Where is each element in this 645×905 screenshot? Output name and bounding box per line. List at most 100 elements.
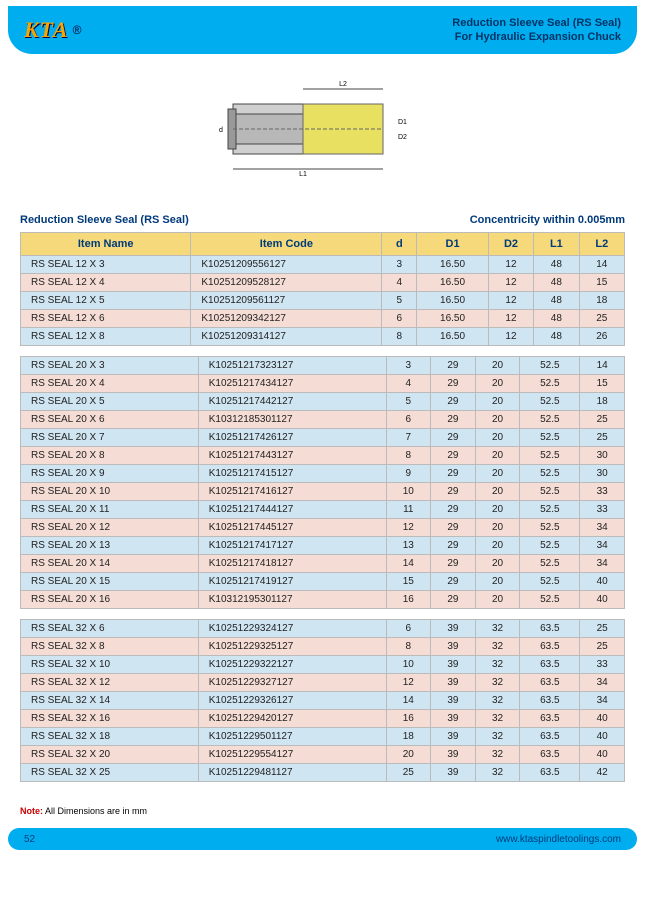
cell-D2: 12 [488, 310, 533, 328]
cell-name: RS SEAL 12 X 8 [21, 328, 191, 346]
table-row: RS SEAL 20 X 13K1025121741712713292052.5… [21, 537, 625, 555]
cell-code: K10251217323127 [198, 357, 386, 375]
cell-D2: 20 [475, 393, 520, 411]
cell-D2: 20 [475, 519, 520, 537]
cell-code: K10251229481127 [198, 764, 386, 782]
cell-L2: 25 [580, 429, 625, 447]
cell-d: 20 [386, 746, 431, 764]
cell-code: K10251217426127 [198, 429, 386, 447]
cell-D1: 16.50 [417, 310, 489, 328]
table-row: RS SEAL 32 X 14K1025122932612714393263.5… [21, 692, 625, 710]
cell-code: K10251217434127 [198, 375, 386, 393]
cell-d: 18 [386, 728, 431, 746]
cell-name: RS SEAL 20 X 9 [21, 465, 199, 483]
cell-D1: 29 [431, 519, 476, 537]
dim-d1: D1 [398, 119, 407, 126]
cell-L2: 40 [580, 746, 625, 764]
cell-L2: 40 [580, 573, 625, 591]
cell-L2: 40 [580, 728, 625, 746]
cell-L1: 52.5 [520, 465, 580, 483]
table-row: RS SEAL 32 X 25K1025122948112725393263.5… [21, 764, 625, 782]
header-title-line1: Reduction Sleeve Seal (RS Seal) [452, 16, 621, 30]
cell-L2: 33 [580, 501, 625, 519]
cell-L2: 33 [580, 656, 625, 674]
cell-D2: 12 [488, 328, 533, 346]
cell-L1: 52.5 [520, 501, 580, 519]
col-header: L1 [534, 233, 579, 256]
cell-name: RS SEAL 20 X 8 [21, 447, 199, 465]
cell-D1: 29 [431, 465, 476, 483]
cell-D1: 29 [431, 537, 476, 555]
cell-d: 4 [386, 375, 431, 393]
cell-D2: 20 [475, 429, 520, 447]
cell-D1: 16.50 [417, 256, 489, 274]
cell-L1: 52.5 [520, 393, 580, 411]
cell-name: RS SEAL 32 X 18 [21, 728, 199, 746]
concentricity-note: Concentricity within 0.005mm [470, 214, 625, 226]
cell-code: K10251217416127 [198, 483, 386, 501]
cell-L1: 52.5 [520, 411, 580, 429]
cell-D2: 20 [475, 483, 520, 501]
cell-d: 6 [382, 310, 417, 328]
table-row: RS SEAL 20 X 10K1025121741612710292052.5… [21, 483, 625, 501]
cell-D2: 32 [475, 764, 520, 782]
table-row: RS SEAL 20 X 9K102512174151279292052.530 [21, 465, 625, 483]
col-header: D1 [417, 233, 489, 256]
cell-code: K10251209556127 [191, 256, 382, 274]
page-number: 52 [24, 834, 35, 845]
cell-name: RS SEAL 12 X 4 [21, 274, 191, 292]
cell-L1: 63.5 [520, 656, 580, 674]
cell-name: RS SEAL 20 X 16 [21, 591, 199, 609]
cell-name: RS SEAL 12 X 5 [21, 292, 191, 310]
cell-code: K10251217442127 [198, 393, 386, 411]
cell-code: K10251229324127 [198, 620, 386, 638]
cell-code: K10312185301127 [198, 411, 386, 429]
cell-D2: 20 [475, 555, 520, 573]
cell-L1: 52.5 [520, 519, 580, 537]
cell-L2: 25 [580, 620, 625, 638]
table-row: RS SEAL 32 X 16K1025122942012716393263.5… [21, 710, 625, 728]
cell-L1: 63.5 [520, 674, 580, 692]
cell-code: K10312195301127 [198, 591, 386, 609]
dimensions-note: Note: All Dimensions are in mm [0, 792, 645, 822]
cell-name: RS SEAL 20 X 5 [21, 393, 199, 411]
cell-name: RS SEAL 32 X 14 [21, 692, 199, 710]
cell-D2: 12 [488, 256, 533, 274]
cell-L1: 48 [534, 292, 579, 310]
table-row: RS SEAL 20 X 5K102512174421275292052.518 [21, 393, 625, 411]
cell-L1: 52.5 [520, 357, 580, 375]
cell-d: 15 [386, 573, 431, 591]
dim-d2: D2 [398, 134, 407, 141]
cell-L2: 25 [579, 310, 624, 328]
cell-D2: 32 [475, 692, 520, 710]
cell-d: 8 [386, 447, 431, 465]
cell-name: RS SEAL 32 X 25 [21, 764, 199, 782]
cell-L2: 26 [579, 328, 624, 346]
cell-code: K10251217443127 [198, 447, 386, 465]
cell-d: 12 [386, 674, 431, 692]
table-row: RS SEAL 32 X 12K1025122932712712393263.5… [21, 674, 625, 692]
header-bar: KTA ® Reduction Sleeve Seal (RS Seal) Fo… [8, 6, 637, 54]
cell-code: K10251217415127 [198, 465, 386, 483]
cell-d: 10 [386, 656, 431, 674]
table-row: RS SEAL 12 X 6K10251209342127616.5012482… [21, 310, 625, 328]
cell-name: RS SEAL 20 X 12 [21, 519, 199, 537]
table-row: RS SEAL 20 X 4K102512174341274292052.515 [21, 375, 625, 393]
cell-D1: 39 [431, 638, 476, 656]
cell-L1: 52.5 [520, 537, 580, 555]
cell-L2: 14 [580, 357, 625, 375]
cell-L1: 63.5 [520, 764, 580, 782]
cell-L2: 30 [580, 447, 625, 465]
cell-L1: 52.5 [520, 555, 580, 573]
cell-name: RS SEAL 20 X 10 [21, 483, 199, 501]
cell-L2: 40 [580, 710, 625, 728]
cell-code: K10251217418127 [198, 555, 386, 573]
cell-D1: 16.50 [417, 328, 489, 346]
cell-name: RS SEAL 32 X 16 [21, 710, 199, 728]
table-row: RS SEAL 20 X 8K102512174431278292052.530 [21, 447, 625, 465]
table-row: RS SEAL 32 X 6K102512293241276393263.525 [21, 620, 625, 638]
cell-d: 7 [386, 429, 431, 447]
cell-D2: 20 [475, 357, 520, 375]
spec-table-0: Item NameItem CodedD1D2L1L2RS SEAL 12 X … [20, 232, 625, 346]
cell-d: 14 [386, 555, 431, 573]
